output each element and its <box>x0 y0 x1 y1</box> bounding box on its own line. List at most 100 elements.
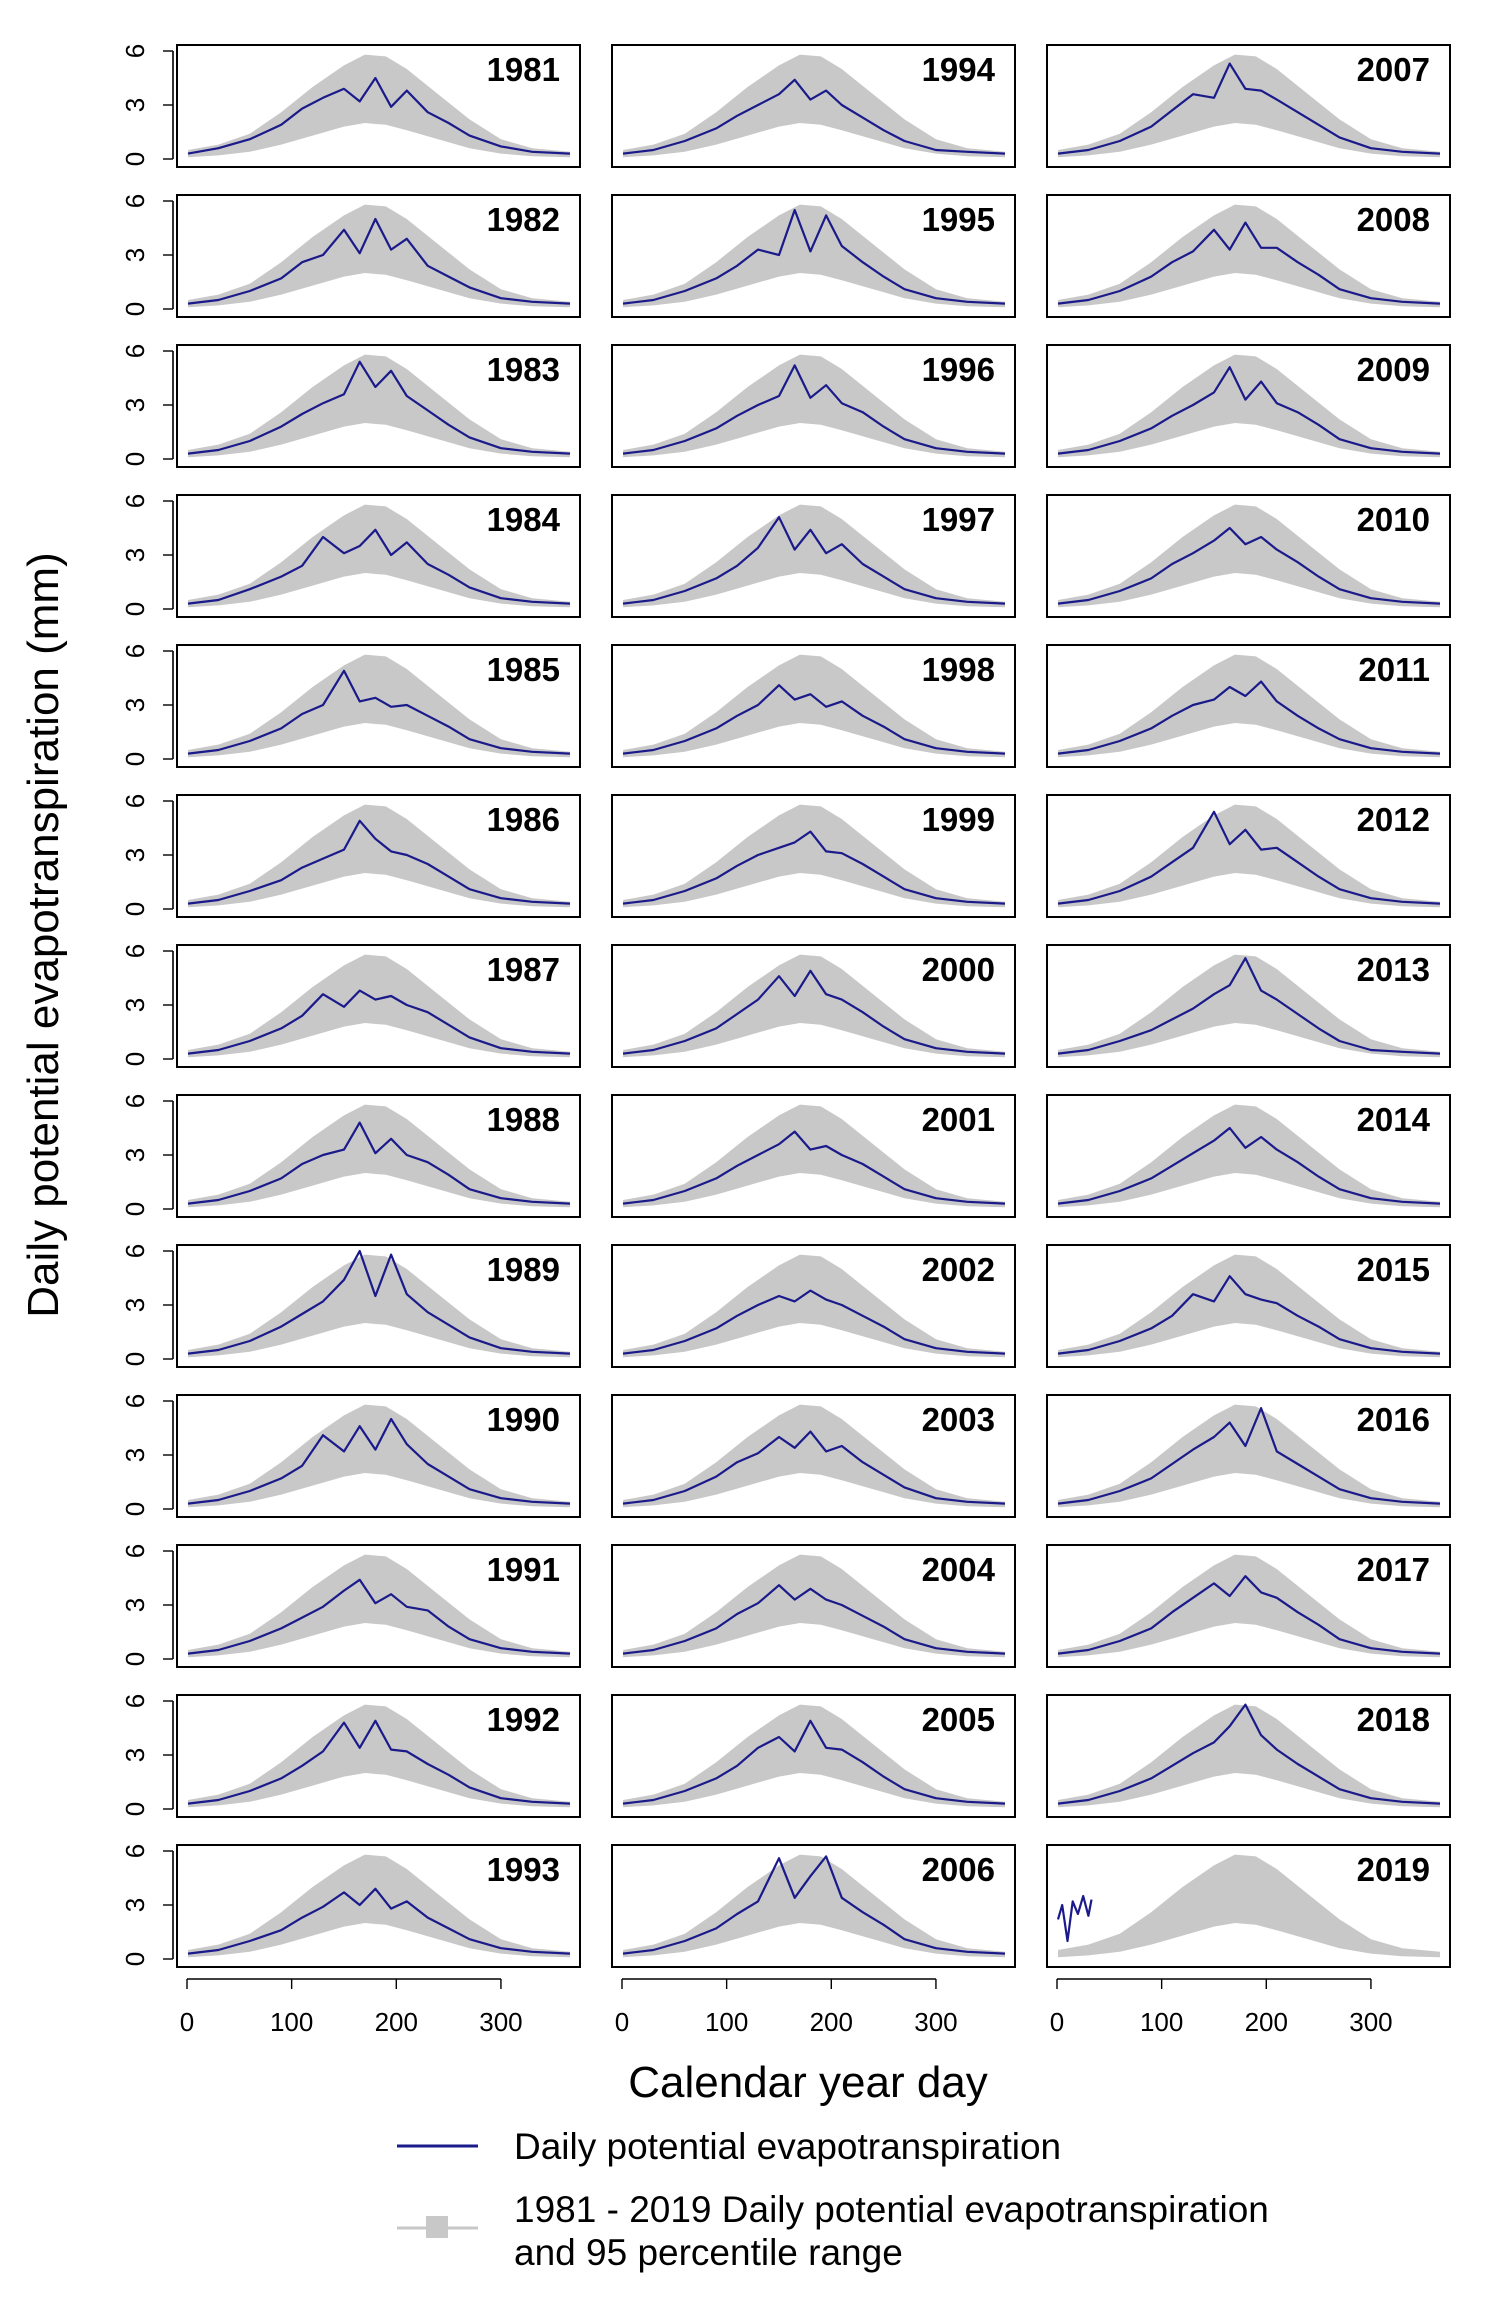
panel-frame-1996 <box>611 344 1016 468</box>
year-label-1991: 1991 <box>487 1551 560 1588</box>
panel-frame-2012 <box>1046 794 1451 918</box>
x-tick-label-col-3-100: 100 <box>1140 2007 1183 2037</box>
series-line-2005 <box>622 1719 1006 1805</box>
series-line-2004 <box>622 1584 1006 1655</box>
year-label-1999: 1999 <box>922 801 995 838</box>
series-line-2019 <box>1056 1894 1093 1943</box>
series-line-2015 <box>1057 1275 1441 1355</box>
year-label-2001: 2001 <box>922 1101 995 1138</box>
panel-1994: 1994 <box>611 44 1016 168</box>
band-1990 <box>188 1404 570 1508</box>
band-2012 <box>1058 804 1440 908</box>
year-label-1994: 1994 <box>922 51 996 88</box>
year-label-2018: 2018 <box>1357 1701 1430 1738</box>
band-2009 <box>1058 354 1440 458</box>
panel-frame-1990 <box>176 1394 581 1518</box>
y-tick-label-1990-6: 6 <box>120 1394 150 1408</box>
x-tick-label-col-1-0: 0 <box>180 2007 194 2037</box>
panel-2000: 2000 <box>611 944 1016 1068</box>
y-tick-label-1991-0: 0 <box>120 1652 150 1666</box>
panel-frame-2006 <box>611 1844 1016 1968</box>
y-tick-label-1988-3: 3 <box>120 1148 150 1162</box>
panel-1995: 1995 <box>611 194 1016 318</box>
panel-frame-1995 <box>611 194 1016 318</box>
band-2013 <box>1058 954 1440 1058</box>
y-tick-label-1992-3: 3 <box>120 1748 150 1762</box>
panel-2004: 2004 <box>611 1544 1016 1668</box>
series-line-1993 <box>187 1887 571 1955</box>
panel-frame-2011 <box>1046 644 1451 768</box>
panel-2014: 2014 <box>1046 1094 1451 1218</box>
panel-frame-1997 <box>611 494 1016 618</box>
band-2002 <box>623 1254 1005 1358</box>
band-1989 <box>188 1254 570 1358</box>
year-label-2014: 2014 <box>1357 1101 1431 1138</box>
year-label-2005: 2005 <box>922 1701 995 1738</box>
year-label-2011: 2011 <box>1358 651 1430 688</box>
year-label-1987: 1987 <box>487 951 560 988</box>
band-2011 <box>1058 654 1440 758</box>
year-label-2004: 2004 <box>922 1551 996 1588</box>
panel-frame-2001 <box>611 1094 1016 1218</box>
panel-2017: 2017 <box>1046 1544 1451 1668</box>
panel-2006: 2006 <box>611 1844 1016 1968</box>
y-tick-label-1984-0: 0 <box>120 602 150 616</box>
y-tick-label-1993-6: 6 <box>120 1844 150 1858</box>
panel-frame-2000 <box>611 944 1016 1068</box>
series-line-2018 <box>1057 1703 1441 1805</box>
x-axis-ticks: 0 100 200 300 0 100 200 300 0 100 200 300 <box>180 1978 1393 2037</box>
panel-frame-1982 <box>176 194 581 318</box>
band-1993 <box>188 1854 570 1958</box>
panel-2005: 2005 <box>611 1694 1016 1818</box>
panel-2007: 2007 <box>1046 44 1451 168</box>
band-2003 <box>623 1404 1005 1508</box>
panel-1989: 1989 0 3 6 <box>120 1244 581 1368</box>
panel-frame-1994 <box>611 44 1016 168</box>
year-label-2006: 2006 <box>922 1851 995 1888</box>
band-1988 <box>188 1104 570 1208</box>
band-1997 <box>623 504 1005 608</box>
y-tick-label-1983-6: 6 <box>120 344 150 358</box>
year-label-2013: 2013 <box>1357 951 1430 988</box>
panel-1986: 1986 0 3 6 <box>120 794 581 918</box>
panel-1981: 1981 0 3 6 <box>120 44 581 168</box>
year-label-2015: 2015 <box>1357 1251 1430 1288</box>
x-tick-label-col-3-0: 0 <box>1050 2007 1064 2037</box>
year-label-1982: 1982 <box>487 201 560 238</box>
series-line-1996 <box>622 364 1006 455</box>
y-tick-label-1984-6: 6 <box>120 494 150 508</box>
x-tick-label-col-2-100: 100 <box>705 2007 748 2037</box>
panel-1992: 1992 0 3 6 <box>120 1694 581 1818</box>
panel-frame-2015 <box>1046 1244 1451 1368</box>
series-line-2007 <box>1057 62 1441 155</box>
year-label-2017: 2017 <box>1357 1551 1430 1588</box>
panel-frame-2018 <box>1046 1694 1451 1818</box>
band-1996 <box>623 354 1005 458</box>
y-tick-label-1989-0: 0 <box>120 1352 150 1366</box>
panel-1991: 1991 0 3 6 <box>120 1544 581 1668</box>
y-tick-label-1987-6: 6 <box>120 944 150 958</box>
legend-label-band-1: 1981 - 2019 Daily potential evapotranspi… <box>514 2189 1269 2230</box>
series-line-1989 <box>187 1249 571 1355</box>
panel-frame-2014 <box>1046 1094 1451 1218</box>
panel-2012: 2012 <box>1046 794 1451 918</box>
series-line-2000 <box>622 969 1006 1055</box>
panel-2019: 2019 <box>1046 1844 1451 1968</box>
y-tick-label-1985-3: 3 <box>120 698 150 712</box>
panel-frame-2017 <box>1046 1544 1451 1668</box>
band-2007 <box>1058 54 1440 158</box>
year-label-1981: 1981 <box>487 51 560 88</box>
band-1994 <box>623 54 1005 158</box>
year-label-1997: 1997 <box>922 501 995 538</box>
series-line-1999 <box>622 830 1006 905</box>
panel-1987: 1987 0 3 6 <box>120 944 581 1068</box>
series-line-1988 <box>187 1121 571 1205</box>
y-tick-label-1986-6: 6 <box>120 794 150 808</box>
year-label-1992: 1992 <box>487 1701 560 1738</box>
year-label-1990: 1990 <box>487 1401 560 1438</box>
panel-frame-2010 <box>1046 494 1451 618</box>
series-line-2006 <box>622 1855 1006 1955</box>
year-label-2010: 2010 <box>1357 501 1430 538</box>
panel-frame-1983 <box>176 344 581 468</box>
